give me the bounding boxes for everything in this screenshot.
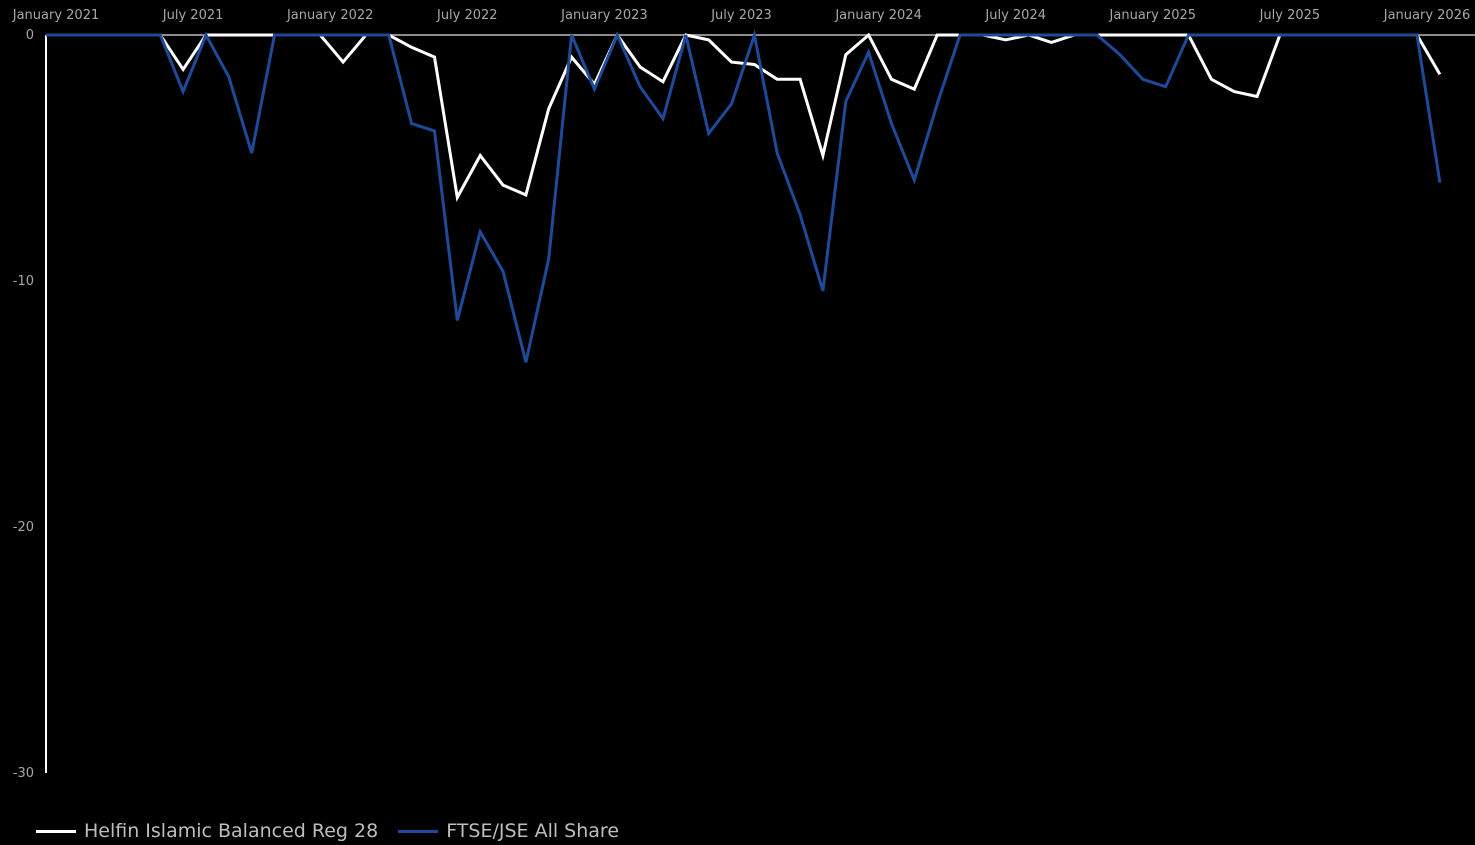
legend: Helfin Islamic Balanced Reg 28 FTSE/JSE … xyxy=(36,818,619,844)
x-tick-label: July 2025 xyxy=(1259,8,1321,23)
y-tick-label: -30 xyxy=(13,766,34,781)
legend-item-0[interactable]: Helfin Islamic Balanced Reg 28 xyxy=(36,820,378,842)
x-tick-label: July 2023 xyxy=(710,8,772,23)
x-tick-label: January 2021 xyxy=(12,8,100,23)
legend-label-1: FTSE/JSE All Share xyxy=(446,820,620,842)
series-line-1 xyxy=(46,29,1442,363)
x-tick-label: January 2023 xyxy=(560,8,648,23)
y-tick-label: -20 xyxy=(13,520,34,535)
legend-label-0: Helfin Islamic Balanced Reg 28 xyxy=(84,820,379,842)
x-axis-tick-labels: January 2021 July 2021 January 2022 July 20… xyxy=(12,8,1471,23)
legend-swatch-1 xyxy=(398,829,439,833)
legend-item-1[interactable]: FTSE/JSE All Share xyxy=(398,820,619,842)
x-tick-label: July 2022 xyxy=(436,8,498,23)
x-tick-label: January 2025 xyxy=(1109,8,1197,23)
x-tick-label: January 2026 xyxy=(1383,8,1471,23)
legend-swatch-0 xyxy=(36,829,76,833)
y-tick-label: 0 xyxy=(26,28,34,43)
x-tick-label: January 2024 xyxy=(834,8,922,23)
x-tick-label: January 2022 xyxy=(286,8,374,23)
series-line-0 xyxy=(46,32,1442,202)
y-tick-label: -10 xyxy=(13,274,34,289)
x-tick-label: July 2024 xyxy=(984,8,1046,23)
y-axis-tick-labels: 0 -10 -20 -30 xyxy=(13,28,34,781)
x-tick-label: July 2021 xyxy=(162,8,224,23)
series-lines xyxy=(46,29,1442,363)
